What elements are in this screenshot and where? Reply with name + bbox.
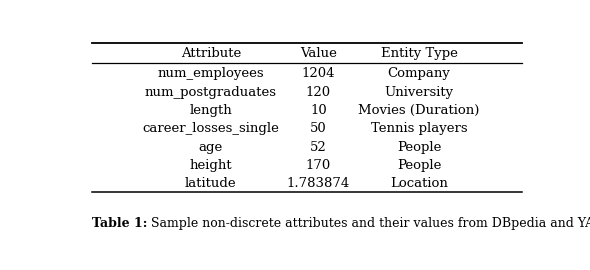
Text: 10: 10 — [310, 104, 327, 117]
Text: Sample non-discrete attributes and their values from DBpedia and YACO.: Sample non-discrete attributes and their… — [148, 217, 590, 230]
Text: Value: Value — [300, 47, 337, 60]
Text: People: People — [397, 140, 441, 154]
Text: 170: 170 — [306, 159, 331, 172]
Text: num_employees: num_employees — [158, 68, 264, 80]
Text: 1.783874: 1.783874 — [287, 177, 350, 190]
Text: Entity Type: Entity Type — [381, 47, 457, 60]
Text: University: University — [385, 86, 454, 99]
Text: Attribute: Attribute — [181, 47, 241, 60]
Text: length: length — [189, 104, 232, 117]
Text: 50: 50 — [310, 122, 327, 135]
Text: num_postgraduates: num_postgraduates — [145, 86, 277, 99]
Text: height: height — [189, 159, 232, 172]
Text: career_losses_single: career_losses_single — [143, 122, 279, 135]
Text: Table 1:: Table 1: — [92, 217, 148, 230]
Text: 1204: 1204 — [301, 68, 335, 80]
Text: Movies (Duration): Movies (Duration) — [358, 104, 480, 117]
Text: Company: Company — [388, 68, 450, 80]
Text: Location: Location — [390, 177, 448, 190]
Text: Tennis players: Tennis players — [371, 122, 467, 135]
Text: 52: 52 — [310, 140, 327, 154]
Text: age: age — [199, 140, 223, 154]
Text: latitude: latitude — [185, 177, 237, 190]
Text: 120: 120 — [306, 86, 331, 99]
Text: People: People — [397, 159, 441, 172]
